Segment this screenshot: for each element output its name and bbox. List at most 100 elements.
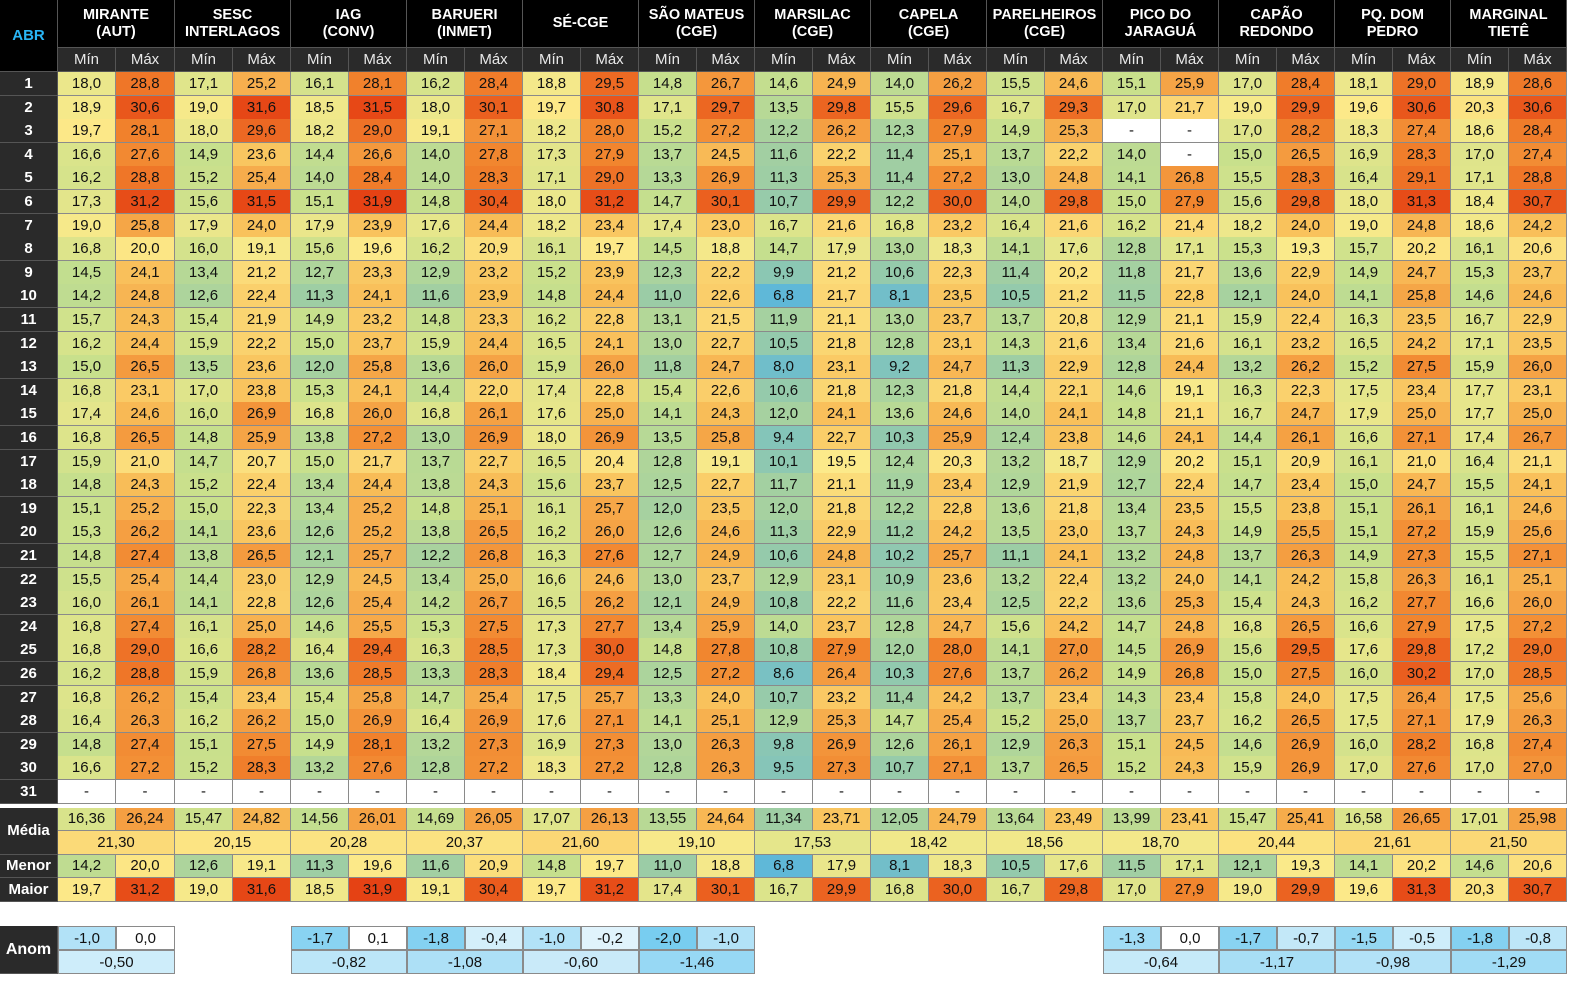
- min-temp-cell[interactable]: 16,1: [523, 237, 581, 262]
- max-temp-cell[interactable]: 23,3: [465, 308, 523, 333]
- menor-label[interactable]: Menor: [0, 854, 58, 879]
- max-temp-cell[interactable]: -: [929, 780, 987, 805]
- min-temp-cell[interactable]: 13,7: [987, 662, 1045, 687]
- min-temp-cell[interactable]: 16,3: [407, 638, 465, 663]
- max-temp-cell[interactable]: 23,8: [1277, 496, 1335, 521]
- max-temp-cell[interactable]: 20,9: [1277, 449, 1335, 474]
- min-temp-cell[interactable]: 15,9: [1451, 355, 1509, 380]
- min-temp-cell[interactable]: -: [1219, 780, 1277, 805]
- max-temp-cell[interactable]: -: [1161, 119, 1219, 144]
- max-temp-cell[interactable]: 29,6: [233, 119, 291, 144]
- max-temp-cell[interactable]: 23,4: [1277, 473, 1335, 498]
- min-temp-cell[interactable]: 15,1: [1103, 732, 1161, 757]
- min-temp-cell[interactable]: 16,4: [58, 709, 116, 734]
- min-temp-cell[interactable]: 14,0: [987, 190, 1045, 215]
- max-temp-cell[interactable]: 18,3: [929, 237, 987, 262]
- max-temp-cell[interactable]: 27,6: [116, 142, 175, 167]
- min-temp-cell[interactable]: 12,5: [987, 591, 1045, 616]
- max-temp-cell[interactable]: 28,8: [116, 72, 175, 97]
- max-temp-cell[interactable]: 26,5: [1277, 142, 1335, 167]
- max-temp-cell[interactable]: 25,9: [697, 614, 755, 639]
- menor-max-cell[interactable]: 19,7: [581, 854, 639, 879]
- min-temp-cell[interactable]: 14,3: [987, 331, 1045, 356]
- max-temp-cell[interactable]: 24,4: [116, 331, 175, 356]
- max-temp-cell[interactable]: 19,3: [1277, 237, 1335, 262]
- min-temp-cell[interactable]: 16,8: [58, 638, 116, 663]
- min-temp-cell[interactable]: 10,8: [755, 591, 813, 616]
- max-temp-cell[interactable]: 28,1: [349, 72, 407, 97]
- min-column-header[interactable]: Mín: [58, 48, 116, 72]
- max-temp-cell[interactable]: 24,4: [349, 473, 407, 498]
- max-temp-cell[interactable]: 23,9: [465, 284, 523, 309]
- min-temp-cell[interactable]: 13,2: [1103, 567, 1161, 592]
- max-temp-cell[interactable]: 17,1: [1161, 237, 1219, 262]
- max-temp-cell[interactable]: 25,5: [1277, 520, 1335, 545]
- max-temp-cell[interactable]: 20,2: [1045, 260, 1103, 285]
- max-temp-cell[interactable]: 23,2: [1277, 331, 1335, 356]
- anomaly-mean-cell[interactable]: -1,08: [407, 950, 523, 974]
- max-temp-cell[interactable]: 28,8: [116, 166, 175, 191]
- menor-max-cell[interactable]: 19,3: [1277, 854, 1335, 879]
- max-temp-cell[interactable]: 21,1: [1509, 449, 1567, 474]
- min-temp-cell[interactable]: 18,2: [523, 119, 581, 144]
- station-header[interactable]: MIRANTE (AUT): [58, 0, 175, 48]
- min-temp-cell[interactable]: 16,8: [58, 614, 116, 639]
- max-temp-cell[interactable]: 30,4: [465, 190, 523, 215]
- max-temp-cell[interactable]: 28,8: [1509, 166, 1567, 191]
- min-temp-cell[interactable]: 17,0: [1219, 72, 1277, 97]
- min-temp-cell[interactable]: 16,6: [58, 756, 116, 781]
- max-temp-cell[interactable]: 23,4: [929, 473, 987, 498]
- anomaly-mean-cell[interactable]: -0,98: [1335, 950, 1451, 974]
- min-temp-cell[interactable]: 15,9: [175, 662, 233, 687]
- max-temp-cell[interactable]: 27,9: [1393, 614, 1451, 639]
- min-temp-cell[interactable]: 9,2: [871, 355, 929, 380]
- min-temp-cell[interactable]: 14,8: [175, 426, 233, 451]
- min-temp-cell[interactable]: 15,6: [175, 190, 233, 215]
- menor-min-cell[interactable]: 14,1: [1335, 854, 1393, 879]
- max-temp-cell[interactable]: 25,9: [233, 426, 291, 451]
- menor-max-cell[interactable]: 20,6: [1509, 854, 1567, 879]
- media-max-cell[interactable]: 24,82: [233, 807, 291, 832]
- maior-max-cell[interactable]: 31,6: [233, 878, 291, 902]
- menor-max-cell[interactable]: 20,0: [116, 854, 175, 879]
- max-temp-cell[interactable]: 23,9: [581, 260, 639, 285]
- min-temp-cell[interactable]: 16,2: [175, 709, 233, 734]
- min-temp-cell[interactable]: 15,1: [175, 732, 233, 757]
- min-temp-cell[interactable]: 15,7: [1335, 237, 1393, 262]
- max-temp-cell[interactable]: 27,2: [349, 426, 407, 451]
- min-temp-cell[interactable]: 15,2: [1103, 756, 1161, 781]
- max-temp-cell[interactable]: 25,1: [697, 709, 755, 734]
- max-temp-cell[interactable]: 26,2: [116, 685, 175, 710]
- min-temp-cell[interactable]: 16,7: [987, 95, 1045, 120]
- min-temp-cell[interactable]: 15,0: [1335, 473, 1393, 498]
- min-temp-cell[interactable]: 12,4: [987, 426, 1045, 451]
- max-temp-cell[interactable]: 27,4: [116, 544, 175, 569]
- max-temp-cell[interactable]: 25,5: [349, 614, 407, 639]
- max-temp-cell[interactable]: 23,9: [349, 213, 407, 238]
- max-temp-cell[interactable]: 29,3: [1045, 95, 1103, 120]
- min-temp-cell[interactable]: 17,6: [523, 402, 581, 427]
- day-label[interactable]: 6: [0, 190, 58, 215]
- min-temp-cell[interactable]: 8,1: [871, 284, 929, 309]
- max-temp-cell[interactable]: 23,5: [1393, 308, 1451, 333]
- min-temp-cell[interactable]: 13,7: [407, 449, 465, 474]
- media-min-cell[interactable]: 15,47: [1219, 807, 1277, 832]
- min-temp-cell[interactable]: 12,5: [639, 662, 697, 687]
- maior-max-cell[interactable]: 29,9: [1277, 878, 1335, 902]
- min-temp-cell[interactable]: 14,4: [1219, 426, 1277, 451]
- min-temp-cell[interactable]: 12,9: [407, 260, 465, 285]
- anomaly-mean-cell[interactable]: -0,50: [58, 950, 175, 974]
- max-temp-cell[interactable]: 27,1: [581, 709, 639, 734]
- max-temp-cell[interactable]: 30,6: [1509, 95, 1567, 120]
- max-temp-cell[interactable]: 25,8: [116, 213, 175, 238]
- max-temp-cell[interactable]: 26,1: [116, 591, 175, 616]
- max-column-header[interactable]: Máx: [349, 48, 407, 72]
- min-temp-cell[interactable]: 14,1: [1219, 567, 1277, 592]
- media-max-cell[interactable]: 26,24: [116, 807, 175, 832]
- min-temp-cell[interactable]: 14,9: [1335, 544, 1393, 569]
- min-temp-cell[interactable]: 13,0: [407, 426, 465, 451]
- max-temp-cell[interactable]: 23,2: [929, 213, 987, 238]
- min-temp-cell[interactable]: 16,4: [407, 709, 465, 734]
- max-temp-cell[interactable]: 24,6: [581, 567, 639, 592]
- min-temp-cell[interactable]: 13,7: [987, 142, 1045, 167]
